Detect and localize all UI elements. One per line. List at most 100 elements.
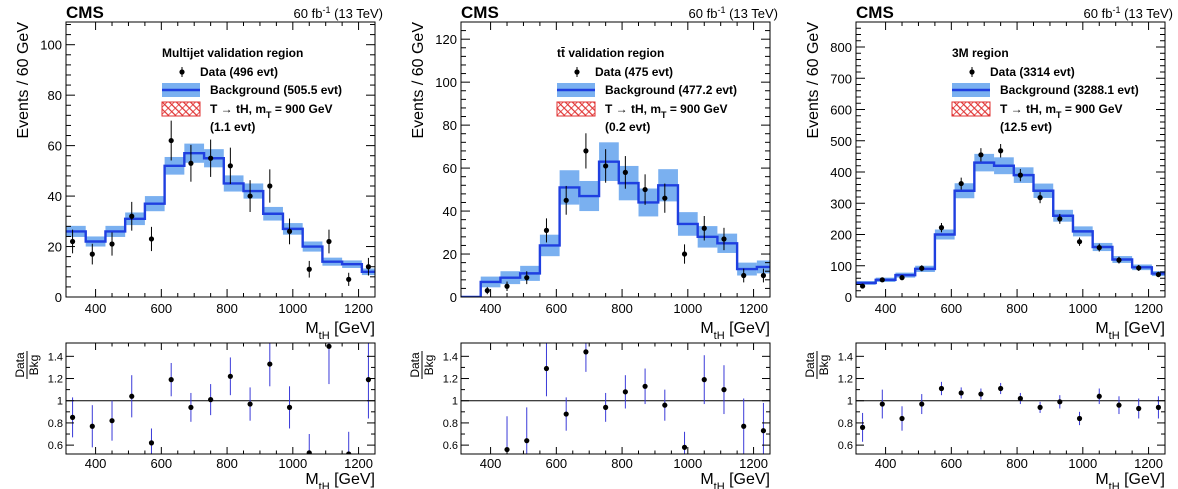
ratio-x-axis-label: MtH [GeV]	[1095, 471, 1165, 489]
ratio-point	[1155, 404, 1162, 410]
legend-data-label: Data (3314 evt)	[990, 65, 1075, 79]
ratio-x-tick-label: 600	[940, 456, 962, 471]
y-tick-label: 100	[830, 259, 852, 274]
x-tick-label: 600	[150, 301, 172, 316]
ratio-x-tick-label: 800	[1006, 456, 1028, 471]
panel-2: CMS 60 fb-1 (13 TeV) 400 600 800 1000 1200 0 20 4…	[408, 3, 778, 489]
ratio-point	[69, 414, 76, 420]
data-point	[1155, 271, 1162, 278]
ratio-y-tick-label: 0.8	[443, 418, 458, 430]
ratio-label-denominator: Bkg	[27, 355, 41, 376]
ratio-point	[563, 411, 569, 417]
ratio-point	[642, 383, 648, 389]
data-point	[938, 225, 945, 231]
ratio-x-tick-label: 1000	[673, 456, 702, 471]
y-axis-label: Events / 60 GeV	[410, 22, 427, 139]
ratio-point	[286, 404, 293, 410]
x-axis-label: MtH [GeV]	[700, 320, 770, 342]
ratio-plot	[461, 343, 770, 454]
data-point	[69, 238, 76, 245]
ratio-y-tick-label: 1.4	[48, 351, 63, 363]
data-point	[998, 148, 1004, 154]
data-point	[1017, 172, 1023, 178]
y-tick-label: 400	[830, 165, 852, 180]
ratio-plot	[66, 343, 375, 454]
y-tick-label: 100	[40, 38, 62, 53]
x-tick-label: 800	[216, 301, 238, 316]
x-tick-label: 1200	[739, 301, 768, 316]
data-point	[721, 236, 727, 242]
data-point	[188, 160, 194, 166]
ratio-point	[1116, 402, 1122, 408]
main-plot	[461, 133, 770, 297]
ratio-label-denominator: Bkg	[817, 355, 831, 376]
ratio-point	[543, 365, 550, 372]
data-point	[681, 251, 688, 257]
x-tick-label: 1200	[344, 301, 373, 316]
data-point	[524, 275, 530, 281]
ratio-point	[741, 423, 747, 429]
data-point	[760, 272, 767, 279]
ratio-y-axis-label: Data Bkg	[408, 351, 436, 379]
ratio-point	[998, 385, 1004, 392]
ratio-point	[346, 451, 352, 454]
y-tick-label: 300	[830, 196, 852, 211]
y-tick-label: 60	[48, 139, 62, 154]
data-point	[662, 195, 668, 201]
main-plot	[856, 144, 1165, 289]
x-tick-label: 400	[480, 301, 502, 316]
ratio-plot-frame	[65, 342, 376, 455]
data-point	[148, 236, 155, 242]
panel-3: CMS 60 fb-1 (13 TeV)400 600 800 1000 12000100…	[803, 3, 1173, 489]
data-point	[859, 283, 866, 289]
y-tick-label: 20	[443, 247, 457, 262]
x-tick-label: 600	[545, 301, 567, 316]
ratio-x-tick-label: 400	[480, 456, 502, 471]
x-tick-label: 400	[875, 301, 897, 316]
data-point	[109, 241, 115, 247]
ratio-x-tick-label: 400	[875, 456, 897, 471]
ratio-point	[188, 404, 194, 410]
ratio-label-numerator: Data	[803, 352, 817, 378]
ratio-point	[1136, 405, 1142, 412]
ratio-point	[524, 438, 530, 444]
legend-data-label: Data (496 evt)	[200, 65, 278, 79]
x-tick-label: 1200	[1134, 301, 1163, 316]
ratio-point	[919, 401, 925, 407]
data-point	[1076, 239, 1083, 245]
data-point	[622, 169, 628, 175]
data-point	[603, 163, 609, 169]
x-tick-label: 800	[1006, 301, 1028, 316]
data-point	[563, 197, 569, 203]
ratio-y-tick-label: 1.4	[838, 351, 853, 363]
legend-signal-label: T → tH, mT = 900 GeV	[210, 102, 333, 120]
ratio-point	[208, 397, 214, 403]
ratio-point	[1076, 415, 1083, 422]
y-tick-label: 40	[48, 189, 62, 204]
lumi-label: 60 fb-1 (13 TeV)	[1084, 5, 1173, 21]
ratio-point	[1017, 395, 1023, 402]
ratio-y-tick-label: 0.8	[48, 418, 63, 430]
ratio-point	[662, 402, 668, 408]
ratio-x-tick-label: 600	[545, 456, 567, 471]
ratio-y-tick-label: 0.8	[838, 418, 853, 430]
ratio-point	[622, 389, 628, 395]
ratio-point	[701, 377, 707, 383]
ratio-y-tick-label: 1	[847, 396, 853, 408]
data-point	[306, 266, 312, 272]
data-point	[1136, 265, 1142, 271]
ratio-point	[958, 390, 964, 396]
y-tick-label: 40	[443, 204, 457, 219]
ratio-point	[583, 349, 589, 355]
legend-background-label: Background (477.2 evt)	[605, 83, 737, 97]
ratio-x-tick-label: 1200	[1134, 456, 1163, 471]
y-tick-label: 80	[443, 118, 457, 133]
data-point	[701, 225, 707, 231]
ratio-point	[760, 428, 767, 434]
ratio-x-axis-label: MtH [GeV]	[700, 471, 770, 489]
y-tick-label: 600	[830, 103, 852, 118]
legend-signal-yield: (1.1 evt)	[210, 120, 255, 134]
ratio-x-tick-label: 800	[611, 456, 633, 471]
cms-label: CMS	[856, 3, 894, 22]
data-point	[543, 227, 550, 233]
